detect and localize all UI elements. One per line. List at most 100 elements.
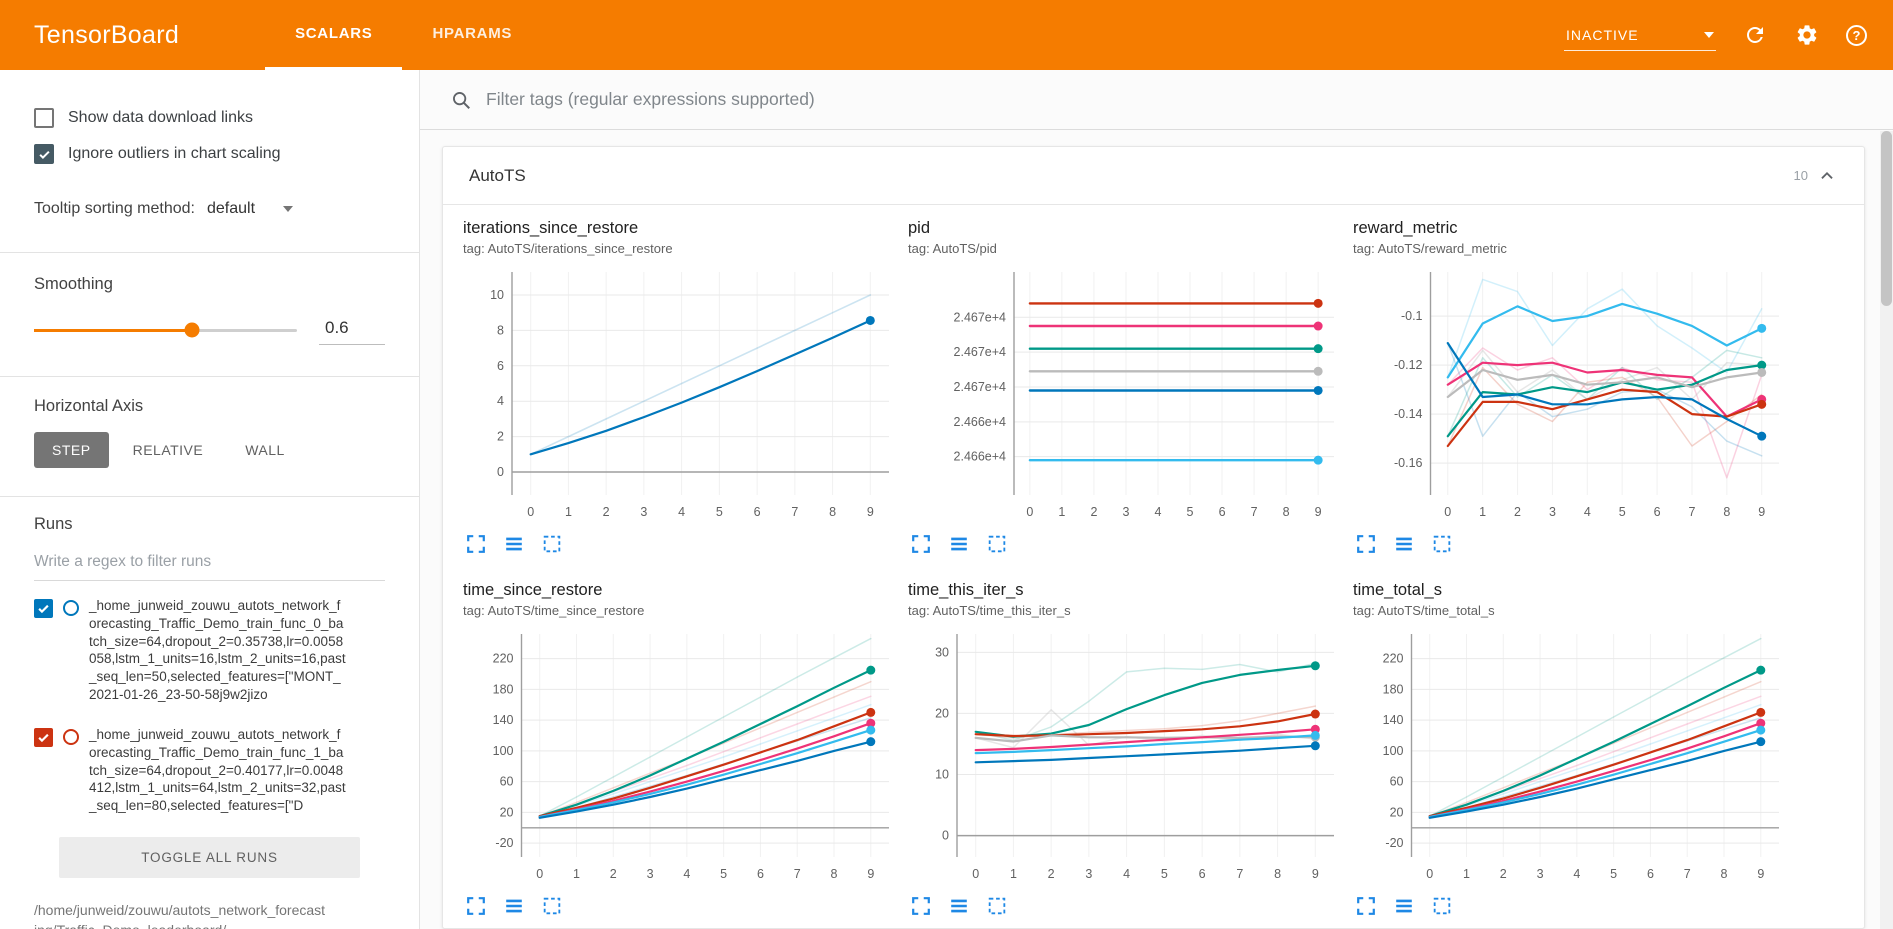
smoothing-label: Smoothing [34, 275, 113, 293]
chart-card: reward_metric tag: AutoTS/reward_metric 0 1… [1353, 219, 1791, 555]
expand-chart-icon[interactable] [465, 533, 487, 555]
scrollbar-thumb[interactable] [1881, 131, 1892, 306]
expand-chart-icon[interactable] [1355, 895, 1377, 917]
scrollbar [1880, 131, 1893, 929]
line-chart: 0 1 2 3 4 5 6 7 8 9 0 10 20 30 [935, 634, 1334, 881]
toggle-all-runs-button[interactable]: TOGGLE ALL RUNS [58, 836, 361, 878]
svg-text:9: 9 [867, 505, 874, 519]
svg-text:2: 2 [603, 505, 610, 519]
gear-icon[interactable] [1794, 22, 1820, 48]
svg-text:2: 2 [497, 430, 504, 444]
run-radio[interactable] [63, 600, 79, 616]
fit-domain-icon[interactable] [986, 533, 1008, 555]
svg-text:4: 4 [497, 394, 504, 408]
svg-text:8: 8 [829, 505, 836, 519]
svg-text:5: 5 [716, 505, 723, 519]
autots-section-card: AutoTS 10 iterations_since_restore tag: A… [442, 146, 1865, 929]
chevron-down-icon [283, 206, 294, 212]
chart-card: time_since_restore tag: AutoTS/time_since… [463, 581, 901, 917]
svg-text:7: 7 [1236, 867, 1243, 881]
svg-text:9: 9 [1758, 505, 1765, 519]
runs-menu-icon[interactable] [948, 533, 970, 555]
runs-menu-icon[interactable] [948, 895, 970, 917]
runs-filter-input[interactable] [34, 544, 385, 581]
svg-text:7: 7 [1251, 505, 1258, 519]
fit-domain-icon[interactable] [541, 533, 563, 555]
settings-sidebar: Show data download links Ignore outliers… [0, 70, 420, 929]
run-item[interactable]: _home_junweid_zouwu_autots_network_forec… [34, 726, 385, 815]
section-header[interactable]: AutoTS 10 [443, 147, 1864, 205]
svg-text:220: 220 [493, 652, 514, 666]
svg-text:5: 5 [1619, 505, 1626, 519]
reload-status-select[interactable]: INACTIVE [1564, 20, 1716, 51]
smoothing-value-input[interactable]: 0.6 [319, 315, 385, 345]
tab-scalars[interactable]: SCALARS [265, 0, 403, 70]
fit-domain-icon[interactable] [541, 895, 563, 917]
ignore-outliers-checkbox[interactable] [34, 144, 54, 164]
runs-menu-icon[interactable] [503, 533, 525, 555]
line-chart: 0 1 2 3 4 5 6 7 8 9 -0.1 -0.12 -0.14 -0.16 [1394, 272, 1779, 519]
svg-text:7: 7 [1684, 867, 1691, 881]
tooltip-sorting-value: default [206, 200, 256, 217]
runs-menu-icon[interactable] [503, 895, 525, 917]
svg-text:-20: -20 [1385, 836, 1403, 850]
fit-domain-icon[interactable] [1431, 533, 1453, 555]
run-radio[interactable] [63, 728, 79, 745]
horizontal-axis-buttons: STEP RELATIVE WALL [34, 432, 385, 468]
svg-text:100: 100 [1383, 744, 1404, 758]
run-checkbox[interactable] [34, 599, 53, 618]
svg-text:9: 9 [1757, 867, 1764, 881]
show-download-checkbox[interactable] [34, 108, 54, 128]
run-checkbox[interactable] [34, 727, 53, 747]
svg-text:3: 3 [1122, 505, 1129, 519]
expand-chart-icon[interactable] [910, 533, 932, 555]
svg-text:4: 4 [1573, 867, 1580, 881]
expand-chart-icon[interactable] [1355, 533, 1377, 555]
svg-text:8: 8 [1274, 867, 1281, 881]
svg-text:2.467e+4: 2.467e+4 [954, 345, 1007, 359]
svg-text:-20: -20 [495, 836, 513, 850]
fit-domain-icon[interactable] [986, 895, 1008, 917]
ignore-outliers-row[interactable]: Ignore outliers in chart scaling [34, 136, 385, 172]
axis-step-button[interactable]: STEP [34, 432, 109, 468]
tag-filter-input[interactable] [486, 89, 1863, 110]
svg-text:140: 140 [1383, 713, 1404, 727]
svg-text:5: 5 [720, 867, 727, 881]
svg-text:2: 2 [610, 867, 617, 881]
refresh-icon[interactable] [1742, 22, 1768, 48]
line-chart: 0 1 2 3 4 5 6 7 8 9 2.467e+4 2.467e+4 2.467e+4 2.466e… [954, 272, 1334, 519]
chevron-up-icon[interactable] [1816, 165, 1838, 187]
runs-menu-icon[interactable] [1393, 533, 1415, 555]
svg-text:20: 20 [935, 706, 949, 720]
svg-text:2.467e+4: 2.467e+4 [954, 380, 1007, 394]
svg-text:9: 9 [1312, 867, 1319, 881]
smoothing-slider[interactable] [34, 322, 297, 338]
chart-title: time_total_s [1353, 581, 1442, 599]
svg-text:8: 8 [1723, 505, 1730, 519]
show-download-links-row[interactable]: Show data download links [34, 100, 385, 136]
svg-text:60: 60 [500, 775, 514, 789]
axis-relative-button[interactable]: RELATIVE [115, 432, 222, 468]
tab-hparams[interactable]: HPARAMS [432, 25, 513, 42]
svg-text:0: 0 [1026, 505, 1033, 519]
axis-wall-button[interactable]: WALL [227, 432, 303, 468]
chart-actions [908, 887, 1346, 917]
header-actions: INACTIVE ? [1564, 20, 1867, 51]
svg-text:9: 9 [867, 867, 874, 881]
help-icon[interactable]: ? [1846, 24, 1867, 46]
run-item[interactable]: _home_junweid_zouwu_autots_network_forec… [34, 597, 385, 704]
svg-text:6: 6 [1199, 867, 1206, 881]
expand-chart-icon[interactable] [910, 895, 932, 917]
svg-text:2.467e+4: 2.467e+4 [954, 310, 1007, 324]
svg-text:5: 5 [1187, 505, 1194, 519]
svg-text:4: 4 [1123, 867, 1130, 881]
runs-menu-icon[interactable] [1393, 895, 1415, 917]
svg-text:20: 20 [1390, 805, 1404, 819]
chart-tag: tag: AutoTS/time_total_s [1353, 603, 1495, 618]
expand-chart-icon[interactable] [465, 895, 487, 917]
tooltip-sorting-select[interactable]: default [206, 200, 294, 218]
svg-text:1: 1 [573, 867, 580, 881]
runs-label: Runs [34, 515, 73, 533]
fit-domain-icon[interactable] [1431, 895, 1453, 917]
slider-thumb[interactable] [184, 322, 200, 338]
